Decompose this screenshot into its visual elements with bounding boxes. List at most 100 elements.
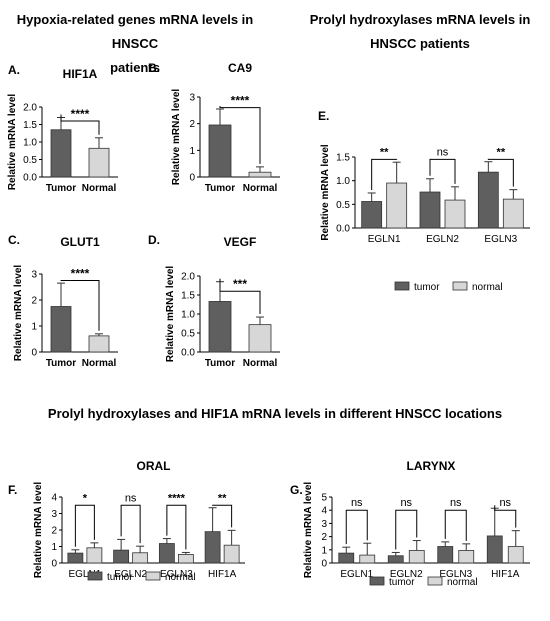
panel-label: C. xyxy=(8,233,20,247)
bar-tumor xyxy=(437,546,454,564)
significance-label: **** xyxy=(71,107,90,121)
bar-normal xyxy=(458,550,475,564)
bar-normal xyxy=(88,147,110,178)
x-tick-label: Normal xyxy=(243,183,278,194)
x-tick-label: EGLN1 xyxy=(68,569,101,580)
bar-normal xyxy=(248,324,272,353)
y-tick-label: 2.0 xyxy=(23,103,37,114)
significance-bracket xyxy=(60,114,100,135)
significance-label: **** xyxy=(231,94,250,108)
heading-prolyl-line1: Prolyl hydroxylases mRNA levels in xyxy=(309,12,531,27)
bar-tumor xyxy=(113,549,130,564)
legend-swatch-normal xyxy=(427,576,443,586)
legend-swatch-normal xyxy=(145,571,161,581)
significance-bracket xyxy=(120,504,141,544)
y-tick-label: 0 xyxy=(189,173,195,184)
heading-locations: Prolyl hydroxylases and HIF1A mRNA level… xyxy=(0,404,550,424)
heading-prolyl-hydroxylases: Prolyl hydroxylases mRNA levels in HNSCC… xyxy=(295,8,545,56)
y-axis-label: Relative mRNA level xyxy=(171,89,182,186)
bar-normal xyxy=(386,182,408,229)
heading-hypoxia-line1: Hypoxia-related genes mRNA levels in HNS… xyxy=(16,12,254,51)
x-tick-label: Normal xyxy=(82,358,117,369)
significance-label: ** xyxy=(380,146,389,158)
bar-normal xyxy=(248,171,272,178)
y-tick-label: 2.0 xyxy=(181,272,195,283)
significance-bracket xyxy=(395,509,418,550)
significance-bracket xyxy=(429,158,456,184)
y-tick-label: 1 xyxy=(51,542,57,553)
significance-label: **** xyxy=(71,267,90,281)
y-tick-label: 3 xyxy=(31,270,37,281)
significance-bracket xyxy=(74,504,95,547)
y-axis-label: Relative mRNA level xyxy=(33,482,44,579)
bar-normal xyxy=(408,550,425,564)
significance-bracket xyxy=(212,504,233,528)
x-tick-label: EGLN2 xyxy=(426,234,459,245)
y-tick-label: 1 xyxy=(321,545,327,556)
bar-normal xyxy=(359,554,376,564)
significance-bracket xyxy=(371,158,398,190)
x-tick-label: EGLN3 xyxy=(439,569,472,580)
chart-panel-f: F. ORAL 0 1 2 3 4 Relative mRNA level EGLN1 EGLN2… xyxy=(8,459,245,583)
x-tick-label: EGLN3 xyxy=(484,234,517,245)
bar-tumor xyxy=(50,129,72,178)
bar-tumor xyxy=(361,201,383,229)
significance-label: **** xyxy=(168,492,186,504)
heading-prolyl-line2: HNSCC patients xyxy=(370,36,470,51)
heading-locations-text: Prolyl hydroxylases and HIF1A mRNA level… xyxy=(47,406,503,421)
y-tick-label: 3 xyxy=(189,93,195,104)
bar-tumor xyxy=(67,552,84,564)
bar-normal xyxy=(86,547,103,564)
x-tick-label: Tumor xyxy=(205,183,235,194)
heading-hypoxia-genes: Hypoxia-related genes mRNA levels in HNS… xyxy=(0,8,270,80)
y-tick-label: 1 xyxy=(189,146,195,157)
y-axis-label: Relative mRNA level xyxy=(7,94,18,191)
x-tick-label: EGLN2 xyxy=(390,569,423,580)
x-tick-label: HIF1A xyxy=(491,569,520,580)
significance-label: * xyxy=(83,492,88,504)
x-tick-label: Tumor xyxy=(205,358,235,369)
chart-panel-b: B. CA9 0 1 2 3 Relative mRNA level Tumor Normal *… xyxy=(148,61,280,194)
x-tick-label: Normal xyxy=(82,183,117,194)
y-tick-label: 5 xyxy=(321,493,327,504)
significance-bracket xyxy=(494,505,517,528)
significance-bracket xyxy=(219,278,261,315)
y-tick-label: 2 xyxy=(321,532,327,543)
x-tick-label: EGLN2 xyxy=(114,569,147,580)
bar-tumor xyxy=(387,555,404,564)
bar-tumor xyxy=(50,306,72,353)
y-tick-label: 1.0 xyxy=(23,138,37,149)
significance-label: ns xyxy=(450,497,462,509)
y-tick-label: 1.5 xyxy=(336,153,350,164)
significance-bracket xyxy=(487,158,514,187)
bar-tumor xyxy=(208,301,232,353)
significance-label: *** xyxy=(233,277,247,291)
y-tick-label: 0.5 xyxy=(23,155,37,166)
bar-normal xyxy=(444,199,466,229)
y-tick-label: 1.0 xyxy=(181,310,195,321)
chart-panel-g: G. LARYNX 0 1 2 3 4 5 Relative mRNA level EGLN1 EG… xyxy=(290,459,530,588)
y-tick-label: 1 xyxy=(31,322,37,333)
bar-tumor xyxy=(204,531,221,564)
chart-title: ORAL xyxy=(137,459,171,473)
bar-normal xyxy=(132,552,149,564)
bar-tumor xyxy=(486,535,503,564)
significance-label: ns xyxy=(437,146,449,158)
panel-label: B. xyxy=(148,61,160,75)
significance-bracket xyxy=(345,509,368,545)
legend-label-normal: normal xyxy=(447,577,478,588)
y-axis-label: Relative mRNA level xyxy=(303,482,314,579)
bar-normal xyxy=(507,546,524,564)
bar-tumor xyxy=(477,171,499,229)
y-tick-label: 0.5 xyxy=(181,329,195,340)
legend-swatch-tumor xyxy=(369,576,385,586)
significance-bracket xyxy=(60,280,100,331)
y-tick-label: 1.5 xyxy=(181,291,195,302)
y-tick-label: 0.0 xyxy=(336,224,350,235)
chart-panel-c: C. GLUT1 0 1 2 3 Relative mRNA level Tumor Norma… xyxy=(8,233,118,369)
bar-tumor xyxy=(208,124,232,178)
x-tick-label: EGLN3 xyxy=(160,569,193,580)
significance-label: ** xyxy=(218,492,227,504)
y-tick-label: 0 xyxy=(321,559,327,570)
significance-label: ns xyxy=(125,492,137,504)
